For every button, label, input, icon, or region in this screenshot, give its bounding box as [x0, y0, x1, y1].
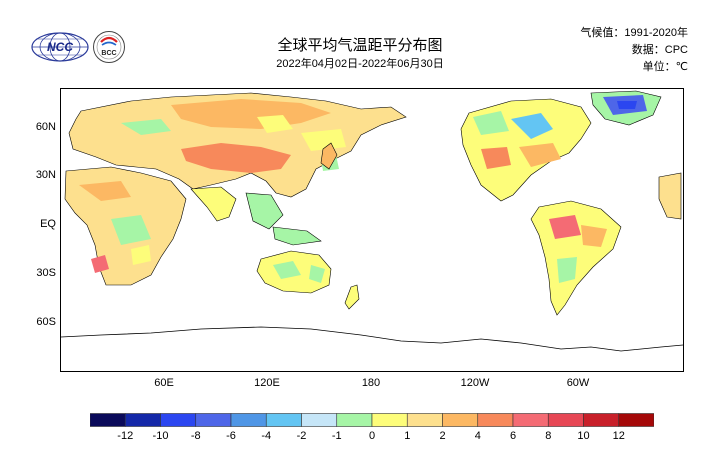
legend-swatch — [336, 413, 373, 427]
legend-swatch — [195, 413, 232, 427]
legend-tick-label: 6 — [509, 430, 517, 442]
south-america-landmass — [530, 200, 622, 316]
legend-tick-label: 8 — [545, 430, 552, 442]
legend-swatch — [301, 413, 338, 427]
lat-label-eq: EQ — [40, 218, 56, 230]
lat-label-30n: 30N — [35, 169, 56, 181]
map-title: 全球平均气温距平分布图 — [277, 37, 443, 54]
africa-landmass — [64, 166, 187, 286]
legend-tick-label: -8 — [190, 430, 201, 442]
legend-swatch — [371, 413, 408, 427]
south-asia-landmass — [190, 186, 322, 246]
australia-landmass — [256, 250, 332, 294]
legend-swatch — [442, 413, 479, 427]
legend-swatch — [477, 413, 514, 427]
legend-swatch — [512, 413, 549, 427]
west-africa-edge — [658, 172, 682, 220]
legend-tick-label: -2 — [296, 430, 307, 442]
legend-tick-label: -4 — [261, 430, 272, 442]
legend-tick-label: -12 — [117, 430, 134, 442]
legend-tick-label: -6 — [226, 430, 236, 442]
legend-swatch — [265, 413, 302, 427]
lat-label-60n: 60N — [35, 121, 56, 133]
legend-tick-label: 12 — [612, 430, 625, 442]
bcc-logo: BCC — [92, 30, 126, 69]
unit-label: 单位：℃ — [642, 61, 688, 73]
lon-label-60w: 60W — [566, 377, 590, 389]
data-source: 数据：CPC — [631, 44, 688, 56]
legend-swatch — [230, 413, 267, 427]
north-america-landmass — [460, 98, 592, 202]
ncc-logo: NCC — [30, 30, 90, 69]
lon-label-60e: 60E — [154, 377, 174, 389]
legend-swatch — [124, 413, 161, 427]
legend-swatch — [618, 413, 654, 427]
anomaly-map-canvas — [60, 90, 684, 352]
antarctica-coastline — [60, 326, 684, 352]
legend-swatch — [406, 413, 443, 427]
legend-swatch — [90, 413, 126, 427]
legend-tick-label: -10 — [152, 430, 169, 442]
legend-swatch — [583, 413, 620, 427]
legend-swatch — [160, 413, 197, 427]
lat-label-30s: 30S — [36, 267, 56, 279]
japan-landmass — [320, 142, 338, 170]
ncc-logo-text: NCC — [47, 40, 73, 54]
legend-tick-label: 4 — [474, 430, 481, 442]
climatology-period: 气候值：1991-2020年 — [580, 27, 688, 39]
new-zealand-landmass — [344, 284, 360, 310]
color-legend — [90, 413, 654, 427]
legend-tick-label: 2 — [439, 430, 446, 442]
legend-tick-label: 10 — [577, 430, 590, 442]
anomaly-map — [60, 88, 684, 372]
lon-label-180: 180 — [361, 377, 381, 389]
greenland-landmass — [590, 90, 662, 126]
eurasia-landmass — [68, 92, 407, 198]
lon-label-120w: 120W — [460, 377, 490, 389]
legend-tick-label: 0 — [368, 430, 376, 442]
lat-label-60s: 60S — [36, 316, 56, 328]
lon-label-120e: 120E — [254, 377, 280, 389]
legend-tick-label: 1 — [404, 430, 411, 442]
legend-tick-label: -1 — [331, 430, 342, 442]
date-range: 2022年04月02日-2022年06月30日 — [276, 58, 444, 70]
bcc-logo-text: BCC — [101, 50, 116, 57]
legend-swatch — [547, 413, 584, 427]
